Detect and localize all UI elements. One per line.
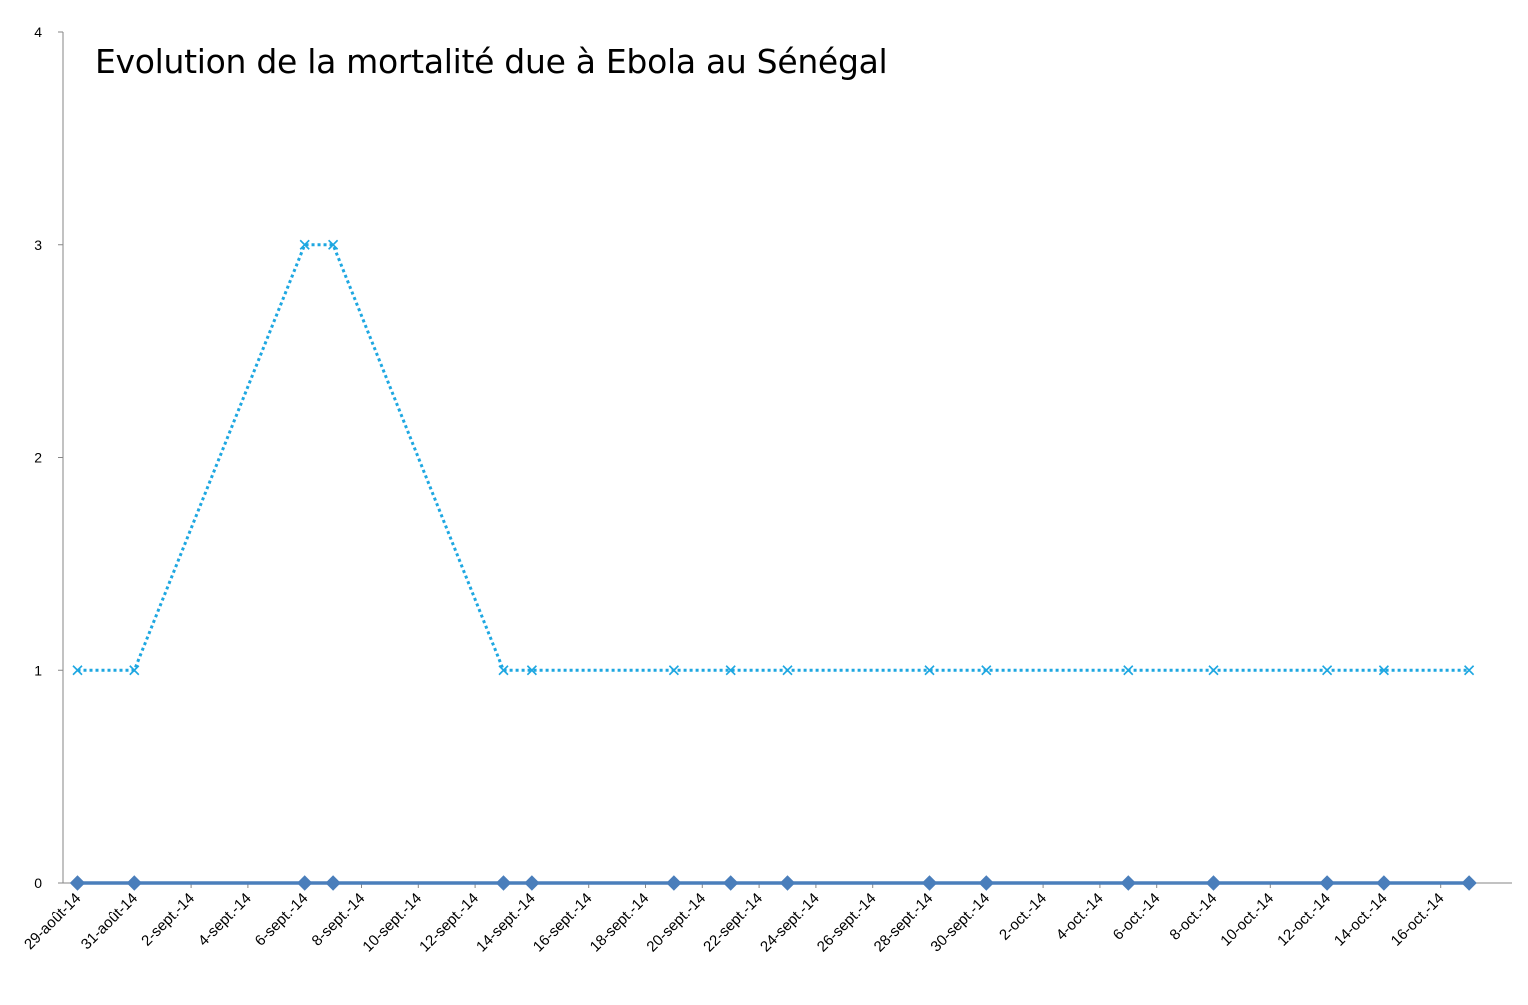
y-tick-label: 3: [34, 237, 42, 253]
series-2-point: [1464, 665, 1475, 676]
x-tick-label: 22-sept.-14: [700, 890, 766, 956]
series-2-point: [299, 239, 310, 250]
series-1-point: [921, 875, 938, 891]
series-1-point: [296, 875, 313, 891]
x-tick-label: 12-oct.-14: [1274, 890, 1334, 950]
x-tick-label: 29-août-14: [21, 890, 84, 953]
x-tick-label: 6-oct.-14: [1110, 890, 1164, 944]
series-2-point: [725, 665, 736, 676]
x-tick-label: 18-sept.-14: [587, 890, 653, 956]
axes: 0 1 2 3 4 29-août-1431-août-142-sept.-144-sep…: [21, 24, 1512, 955]
x-tick-label: 2-oct.-14: [996, 890, 1050, 944]
x-tick-label: 14-sept.-14: [473, 890, 539, 956]
y-tick-label: 4: [34, 24, 42, 40]
series-2-point: [1322, 665, 1333, 676]
series-1-point: [1376, 875, 1392, 891]
x-tick-label: 20-sept.-14: [643, 890, 709, 956]
x-tick-label: 16-sept.-14: [530, 890, 596, 956]
series-1: [69, 875, 1477, 891]
series-1-point: [1319, 875, 1335, 891]
series-1-point: [495, 875, 512, 891]
x-tick-label: 4-sept.-14: [195, 890, 255, 950]
series-2-point: [72, 665, 83, 676]
x-tick-label: 12-sept.-14: [416, 890, 482, 956]
series-1-point: [1461, 875, 1477, 891]
series-2-point: [526, 665, 537, 676]
series-2-point: [498, 665, 509, 676]
series-1-point: [69, 875, 86, 891]
series-1-point: [779, 875, 796, 891]
series-2-point: [782, 665, 793, 676]
x-tick-label: 10-oct.-14: [1217, 890, 1277, 950]
x-tick-label: 30-sept.-14: [927, 890, 993, 956]
series-1-point: [126, 875, 143, 891]
series-1-point: [524, 875, 540, 891]
series-2-point: [924, 665, 935, 676]
x-tick-label: 4-oct.-14: [1053, 890, 1107, 944]
series-1-point: [722, 875, 739, 891]
x-tick-label: 26-sept.-14: [814, 890, 880, 956]
y-tick-label: 2: [34, 450, 42, 466]
series-2-point: [1208, 665, 1219, 676]
series-1-point: [666, 875, 682, 891]
x-tick-label: 24-sept.-14: [757, 890, 823, 956]
x-tick-label: 8-sept.-14: [309, 890, 369, 950]
series-2-point: [129, 665, 140, 676]
y-tick-label: 0: [34, 875, 42, 891]
series-1-point: [978, 875, 995, 891]
x-tick-label: 31-août-14: [78, 890, 141, 953]
x-tick-label: 28-sept.-14: [871, 890, 937, 956]
x-tick-label: 2-sept.-14: [138, 890, 198, 950]
x-tick-label: 8-oct.-14: [1166, 890, 1220, 944]
series-layer: [69, 239, 1477, 891]
series-2-point: [328, 239, 339, 250]
series-2-point: [1378, 665, 1389, 676]
series-2-point: [981, 665, 992, 676]
series-2-line: [77, 243, 1470, 672]
series-2: [72, 239, 1475, 676]
x-tick-label: 6-sept.-14: [252, 890, 312, 950]
series-1-point: [1120, 875, 1137, 891]
chart-title: Evolution de la mortalité due à Ebola au…: [95, 42, 888, 81]
series-2-point: [1123, 665, 1134, 676]
series-2-point: [668, 665, 679, 676]
x-tick-label: 14-oct.-14: [1331, 890, 1391, 950]
series-1-point: [325, 875, 341, 891]
series-1-point: [1205, 875, 1222, 891]
y-tick-label: 1: [34, 662, 42, 678]
x-tick-label: 16-oct.-14: [1388, 890, 1448, 950]
x-tick-label: 10-sept.-14: [359, 890, 425, 956]
